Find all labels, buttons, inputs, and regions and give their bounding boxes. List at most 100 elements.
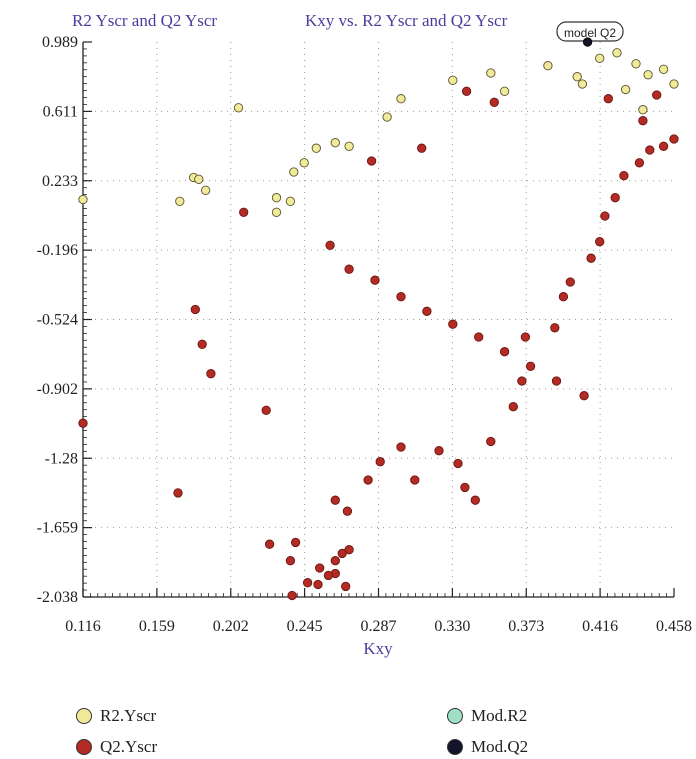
y-tick-label: -0.524 <box>37 312 78 329</box>
q2-yscr-point <box>78 418 88 428</box>
q2-yscr-point <box>520 332 531 342</box>
q2-yscr-point <box>460 482 470 493</box>
q2-yscr-point <box>264 539 275 549</box>
q2-yscr-point <box>302 578 313 588</box>
legend-label-q2: Q2.Yscr <box>100 737 158 756</box>
r2-yscr-point <box>344 141 354 151</box>
q2-yscr-point <box>287 590 297 601</box>
r2-yscr-point <box>612 48 622 58</box>
r2-yscr-point <box>595 53 605 63</box>
y-tick-label: 0.233 <box>42 173 78 190</box>
q2-yscr-point <box>239 207 249 217</box>
q2-yscr-point <box>558 292 569 302</box>
y-tick-label: -0.902 <box>37 381 78 398</box>
q2-yscr-point <box>579 391 589 401</box>
legend-label-mod-q2: Mod.Q2 <box>471 737 529 756</box>
r2-marker-icon <box>76 708 92 724</box>
r2-yscr-point <box>577 79 588 89</box>
x-tick-label: 0.116 <box>65 618 100 635</box>
r2-yscr-point <box>448 75 458 85</box>
r2-yscr-point <box>382 112 392 122</box>
q2-yscr-point <box>313 579 323 590</box>
q2-yscr-point <box>363 475 373 485</box>
r2-yscr-point <box>175 196 185 206</box>
r2-yscr-point <box>233 103 244 113</box>
q2-yscr-point <box>370 275 380 285</box>
r2-yscr-point <box>285 196 296 206</box>
model-tag: model Q2 <box>556 21 624 42</box>
q2-yscr-point <box>489 97 499 107</box>
plot-grid <box>83 42 674 597</box>
q2-yscr-point <box>486 436 496 447</box>
q2-yscr-point <box>461 86 472 96</box>
plot-axes: 0.116 0.159 0.202 0.245 0.287 0.330 0.373 0.416… <box>37 34 692 635</box>
q2-yscr-point <box>290 537 301 548</box>
scatter-chart: R2 Yscr and Q2 Yscr Kxy vs. R2 Yscr and … <box>37 11 692 658</box>
chart-left-title: R2 Yscr and Q2 Yscr <box>72 11 217 30</box>
q2-yscr-point <box>341 581 351 592</box>
q2-yscr-point <box>261 405 271 415</box>
y-tick-label: -0.196 <box>37 242 78 259</box>
legend-item-q2: Q2.Yscr <box>76 737 157 757</box>
r2-yscr-point <box>194 174 204 184</box>
q2-yscr-point <box>586 253 596 263</box>
x-tick-label: 0.287 <box>361 618 397 635</box>
r2-yscr-point <box>311 143 321 153</box>
mod-q2-marker-icon <box>447 739 463 755</box>
x-tick-label: 0.330 <box>434 618 470 635</box>
x-axis-label: Kxy <box>363 639 393 658</box>
r2-yscr-point <box>299 158 309 168</box>
legend-item-mod-q2: Mod.Q2 <box>447 737 528 757</box>
q2-yscr-point <box>669 134 679 144</box>
legend-item-mod-r2: Mod.R2 <box>447 706 527 726</box>
r2-yscr-point <box>638 105 648 115</box>
r2-yscr-point <box>78 194 88 205</box>
r2-yscr-point <box>643 70 653 80</box>
model-tag-label: model Q2 <box>564 26 616 40</box>
q2-yscr-point <box>474 332 484 342</box>
r2-yscr-point <box>631 59 641 69</box>
y-tick-label: 0.611 <box>43 103 78 120</box>
q2-yscr-point <box>600 211 610 221</box>
q2-yscr-point <box>448 319 458 329</box>
data-points <box>78 37 679 601</box>
r2-yscr-point <box>289 167 299 177</box>
q2-yscr-point <box>173 488 183 498</box>
q2-yscr-point <box>634 158 645 168</box>
x-tick-label: 0.416 <box>582 618 618 635</box>
x-tick-label: 0.458 <box>656 618 692 635</box>
q2-yscr-point <box>508 402 518 412</box>
q2-yscr-point <box>410 475 420 485</box>
q2-marker-icon <box>76 739 92 755</box>
q2-yscr-point <box>396 292 406 302</box>
x-tick-label: 0.373 <box>508 618 544 635</box>
q2-yscr-point <box>595 237 605 247</box>
q2-yscr-point <box>638 116 648 126</box>
q2-yscr-point <box>342 506 353 516</box>
r2-yscr-point <box>572 72 582 82</box>
r2-yscr-point <box>620 84 631 95</box>
q2-yscr-point <box>652 90 662 100</box>
q2-yscr-point <box>206 369 216 379</box>
q2-yscr-point <box>422 306 432 316</box>
r2-yscr-point <box>271 193 282 203</box>
q2-yscr-point <box>565 277 575 287</box>
r2-yscr-point <box>543 61 553 71</box>
mod-q2-point <box>582 37 593 47</box>
mod-r2-marker-icon <box>447 708 463 724</box>
r2-yscr-point <box>486 68 496 78</box>
q2-yscr-point <box>525 361 536 371</box>
legend-item-r2: R2.Yscr <box>76 706 156 726</box>
q2-yscr-point <box>323 570 334 581</box>
q2-yscr-point <box>417 143 427 153</box>
q2-yscr-point <box>344 264 354 274</box>
r2-yscr-point <box>201 185 211 195</box>
q2-yscr-point <box>453 458 463 469</box>
q2-yscr-point <box>470 495 480 505</box>
r2-yscr-point <box>669 79 679 89</box>
chart-title: Kxy vs. R2 Yscr and Q2 Yscr <box>305 11 508 30</box>
q2-yscr-point <box>603 94 613 104</box>
y-tick-label: -1.659 <box>37 520 78 537</box>
q2-yscr-point <box>434 446 444 456</box>
q2-yscr-point <box>375 457 385 467</box>
